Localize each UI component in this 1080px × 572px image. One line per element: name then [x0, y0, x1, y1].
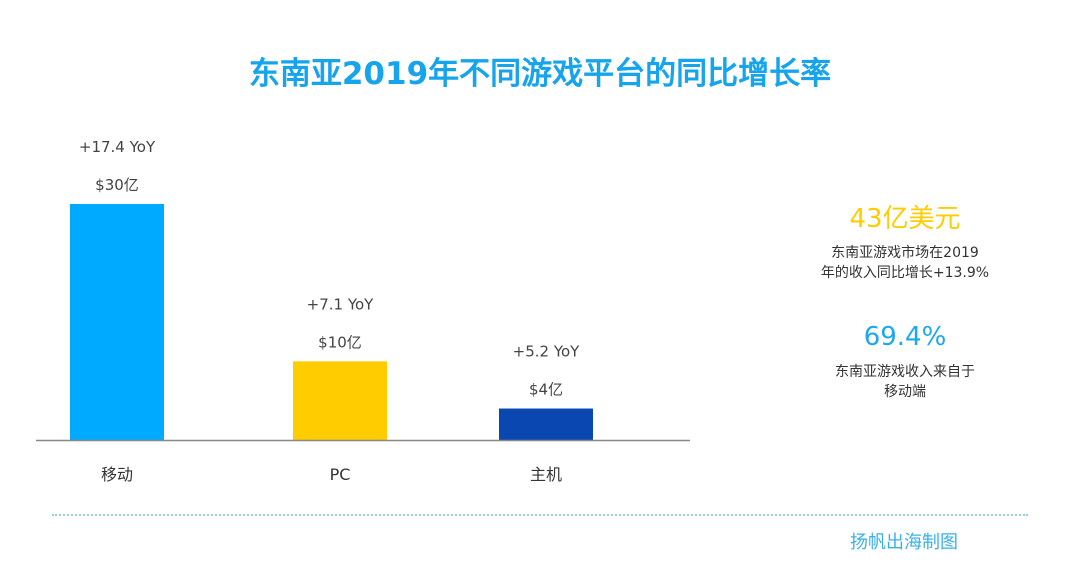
bar	[499, 408, 593, 440]
yoy-label: +17.4 YoY	[79, 138, 156, 156]
category-label: PC	[330, 465, 351, 484]
yoy-label: +5.2 YoY	[513, 343, 581, 361]
dotted-divider	[52, 514, 1028, 516]
value-label: $4亿	[529, 381, 563, 399]
bar	[293, 361, 387, 440]
category-label: 主机	[530, 465, 562, 484]
bar	[70, 204, 164, 440]
stat-desc-line: 年的收入同比增长+13.9%	[820, 265, 990, 281]
value-label: $30亿	[95, 176, 139, 194]
stat-desc-line: 移动端	[884, 384, 926, 400]
value-label: $10亿	[318, 333, 362, 351]
stat-value: 69.4%	[863, 322, 947, 352]
credit-text: 扬帆出海制图	[850, 532, 958, 553]
stat-desc-line: 东南亚游戏收入来自于	[835, 364, 975, 380]
category-label: 移动	[101, 465, 133, 484]
chart-title: 东南亚2019年不同游戏平台的同比增长率	[248, 56, 832, 92]
stat-market-revenue: 43亿美元 东南亚游戏市场在2019 年的收入同比增长+13.9%	[780, 198, 1030, 283]
stat-desc-line: 东南亚游戏市场在2019	[831, 245, 979, 261]
yoy-label: +7.1 YoY	[307, 295, 375, 313]
stat-value: 43亿美元	[849, 204, 961, 234]
stat-mobile-share: 69.4% 东南亚游戏收入来自于 移动端	[780, 322, 1030, 402]
